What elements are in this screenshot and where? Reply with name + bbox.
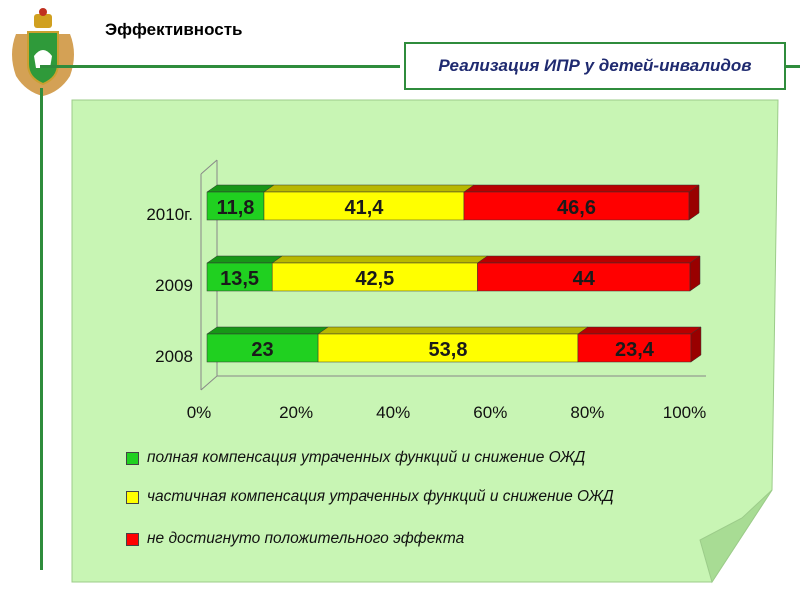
legend-swatch-red — [126, 532, 139, 546]
legend-swatch-green — [126, 451, 139, 465]
legend-label-full: полная компенсация утраченных функций и … — [147, 449, 586, 466]
legend-item-partial: частичная компенсация утраченных функций… — [126, 488, 614, 506]
bar-segment — [206, 191, 265, 221]
bar-segment — [206, 262, 273, 292]
bar-segment-top — [271, 255, 489, 264]
bar-segment-top — [206, 184, 275, 193]
bar-value-label: 23,4 — [615, 339, 655, 361]
bar-segment-top — [263, 184, 475, 193]
bar-segment-top — [476, 255, 701, 264]
bar-segment-top — [463, 184, 700, 193]
y-category-label: 2010г. — [146, 205, 193, 224]
bar-value-label: 46,6 — [557, 197, 596, 219]
slide-title-box: Реализация ИПР у детей-инвалидов — [404, 42, 786, 90]
x-tick-label: 40% — [376, 403, 410, 422]
bar-segment-top — [317, 326, 589, 335]
bar-segment — [263, 191, 465, 221]
bar-segment — [463, 191, 690, 221]
left-accent-line — [40, 88, 43, 570]
legend-swatch-yellow — [126, 490, 139, 504]
bar-value-label: 53,8 — [429, 339, 468, 361]
bar-segment-side — [689, 255, 701, 292]
header-divider — [40, 65, 400, 68]
bar-segment — [206, 333, 319, 363]
y-category-label: 2008 — [155, 347, 193, 366]
section-title: Эффективность — [105, 20, 243, 39]
x-tick-label: 0% — [187, 403, 212, 422]
slide-title: Реализация ИПР у детей-инвалидов — [438, 56, 752, 75]
bar-segment — [317, 333, 579, 363]
legend-item-full: полная компенсация утраченных функций и … — [126, 449, 585, 467]
bar-segment — [577, 333, 692, 363]
bar-segment — [477, 262, 691, 292]
legend-item-none: не достигнуто положительного эффекта — [126, 530, 464, 548]
x-tick-label: 80% — [570, 403, 604, 422]
bar-segment-top — [206, 255, 283, 264]
x-tick-label: 60% — [473, 403, 507, 422]
bar-chart: 0% 20% 40% 60% 80% 100% 2010г. 11,8 41,4 46,6 2009… — [146, 159, 706, 422]
bar-segment-top — [206, 326, 329, 335]
bar-value-label: 42,5 — [355, 268, 394, 290]
bar-value-label: 41,4 — [345, 197, 385, 219]
panel-curl — [699, 489, 773, 584]
x-tick-label: 100% — [663, 403, 706, 422]
legend-label-none: не достигнуто положительного эффекта — [147, 530, 465, 547]
bar-value-label: 23 — [251, 339, 273, 361]
y-category-label: 2009 — [155, 276, 193, 295]
bar-segment-side — [690, 326, 702, 363]
bar-segment-side — [688, 184, 700, 221]
x-tick-label: 20% — [279, 403, 313, 422]
bar-value-label: 13,5 — [220, 268, 259, 290]
y-axis-top-line — [200, 159, 218, 175]
bar-value-label: 44 — [573, 268, 596, 290]
legend-label-partial: частичная компенсация утраченных функций… — [147, 488, 614, 505]
bar-segment-top — [577, 326, 702, 335]
bar-value-label: 11,8 — [217, 197, 255, 219]
